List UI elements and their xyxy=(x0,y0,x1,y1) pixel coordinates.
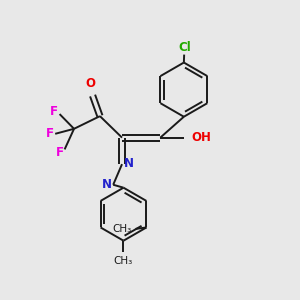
Text: N: N xyxy=(124,157,134,170)
Text: F: F xyxy=(46,127,54,140)
Text: O: O xyxy=(85,76,95,90)
Text: CH₃: CH₃ xyxy=(114,256,133,266)
Text: Cl: Cl xyxy=(178,41,191,54)
Text: F: F xyxy=(50,105,58,118)
Text: N: N xyxy=(102,178,112,191)
Text: F: F xyxy=(56,146,64,159)
Text: OH: OH xyxy=(191,131,211,144)
Text: CH₃: CH₃ xyxy=(112,224,131,234)
